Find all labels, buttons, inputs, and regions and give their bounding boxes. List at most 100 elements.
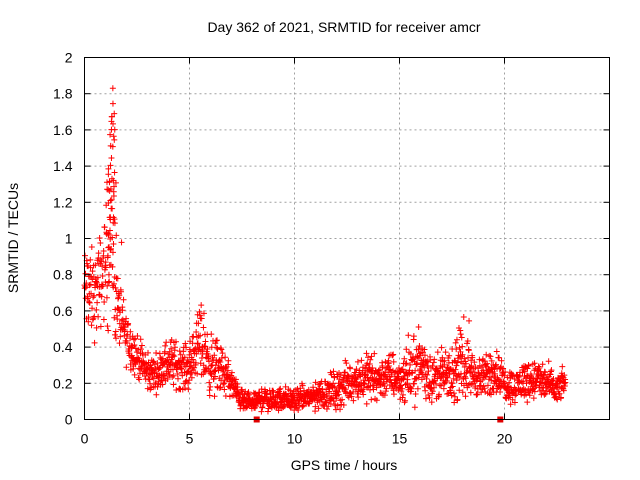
data-point bbox=[105, 171, 112, 178]
data-point bbox=[348, 393, 355, 400]
data-point bbox=[110, 177, 117, 184]
data-point bbox=[200, 310, 207, 317]
data-point bbox=[234, 384, 241, 391]
data-point bbox=[501, 380, 508, 387]
data-point bbox=[387, 376, 394, 383]
y-tick-label: 0 bbox=[65, 412, 73, 428]
data-point bbox=[363, 400, 370, 407]
data-point bbox=[172, 338, 179, 345]
data-point bbox=[450, 375, 457, 382]
data-point bbox=[109, 249, 116, 256]
data-point bbox=[337, 406, 344, 413]
data-point bbox=[150, 358, 157, 365]
data-point bbox=[92, 284, 99, 291]
y-tick-label: 2 bbox=[65, 50, 73, 66]
data-point bbox=[461, 355, 468, 362]
data-point bbox=[216, 385, 223, 392]
data-point bbox=[462, 373, 469, 380]
data-point bbox=[443, 377, 450, 384]
data-point bbox=[408, 388, 415, 395]
data-point bbox=[358, 357, 365, 364]
data-point bbox=[98, 258, 105, 265]
data-point bbox=[453, 362, 460, 369]
data-point bbox=[168, 356, 175, 363]
data-point bbox=[423, 375, 430, 382]
data-point bbox=[206, 387, 213, 394]
data-point bbox=[110, 133, 117, 140]
data-point bbox=[151, 361, 158, 368]
data-point bbox=[454, 396, 461, 403]
data-point bbox=[450, 390, 457, 397]
data-point bbox=[97, 256, 104, 263]
data-point bbox=[193, 328, 200, 335]
data-point bbox=[185, 380, 192, 387]
data-point bbox=[399, 366, 406, 373]
data-point bbox=[323, 386, 330, 393]
data-point bbox=[452, 339, 459, 346]
data-point bbox=[100, 316, 107, 323]
data-point bbox=[360, 391, 367, 398]
data-point bbox=[276, 390, 283, 397]
data-point bbox=[390, 358, 397, 365]
data-point bbox=[398, 382, 405, 389]
data-point bbox=[382, 358, 389, 365]
data-point bbox=[212, 373, 219, 380]
data-point bbox=[466, 317, 473, 324]
data-point bbox=[410, 355, 417, 362]
data-point bbox=[539, 361, 546, 368]
data-point bbox=[93, 324, 100, 331]
data-point bbox=[411, 380, 418, 387]
data-point bbox=[178, 365, 185, 372]
data-point bbox=[145, 376, 152, 383]
data-point bbox=[114, 275, 121, 282]
data-point bbox=[560, 387, 567, 394]
data-point bbox=[211, 393, 218, 400]
data-point bbox=[472, 383, 479, 390]
data-point bbox=[111, 169, 118, 176]
data-point bbox=[105, 165, 112, 172]
data-point bbox=[530, 395, 537, 402]
data-point bbox=[182, 378, 189, 385]
data-point bbox=[185, 368, 192, 375]
data-point bbox=[360, 379, 367, 386]
data-point bbox=[208, 331, 215, 338]
data-point bbox=[103, 179, 110, 186]
data-point bbox=[408, 385, 415, 392]
data-point bbox=[119, 316, 126, 323]
data-point bbox=[533, 378, 540, 385]
data-point bbox=[513, 391, 520, 398]
data-point bbox=[334, 402, 341, 409]
data-point bbox=[111, 136, 118, 143]
chart-title: Day 362 of 2021, SRMTID for receiver amc… bbox=[207, 19, 480, 35]
data-point bbox=[529, 374, 536, 381]
data-point bbox=[95, 313, 102, 320]
data-point bbox=[211, 352, 218, 359]
data-point bbox=[390, 351, 397, 358]
data-point bbox=[474, 375, 481, 382]
data-point bbox=[109, 143, 116, 150]
data-point bbox=[434, 349, 441, 356]
data-point bbox=[159, 381, 166, 388]
data-point bbox=[531, 360, 538, 367]
data-point bbox=[363, 350, 370, 357]
data-point bbox=[105, 327, 112, 334]
data-point bbox=[137, 336, 144, 343]
data-point bbox=[96, 234, 103, 241]
data-point bbox=[388, 371, 395, 378]
data-points bbox=[81, 85, 569, 415]
data-point bbox=[263, 391, 270, 398]
data-point bbox=[545, 358, 552, 365]
data-point bbox=[214, 383, 221, 390]
data-point bbox=[207, 383, 214, 390]
data-point bbox=[95, 250, 102, 257]
data-point bbox=[326, 385, 333, 392]
data-point bbox=[414, 359, 421, 366]
x-axis-label: GPS time / hours bbox=[291, 457, 398, 473]
data-point bbox=[322, 399, 329, 406]
data-point bbox=[345, 394, 352, 401]
data-point bbox=[463, 360, 470, 367]
data-point bbox=[208, 362, 215, 369]
data-point bbox=[339, 396, 346, 403]
data-point bbox=[105, 279, 112, 286]
data-point bbox=[395, 387, 402, 394]
